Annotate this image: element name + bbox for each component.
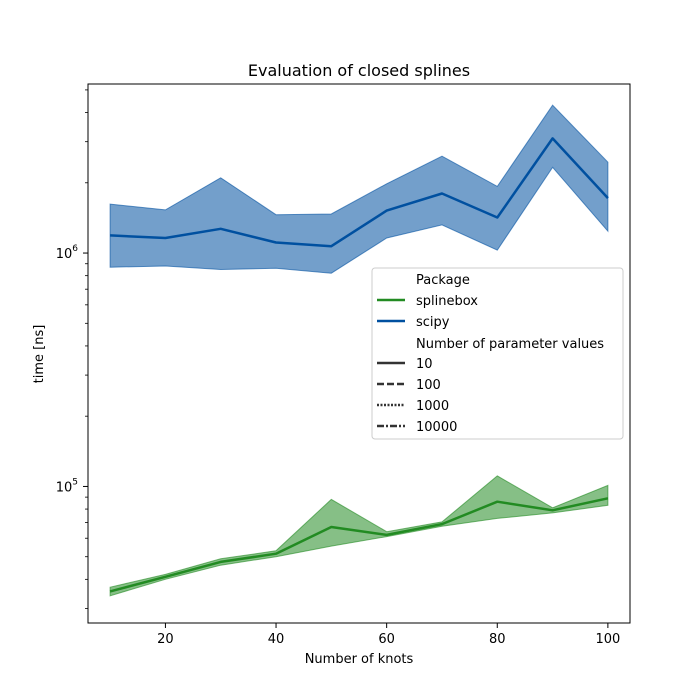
- legend-items: splinebox scipy 10 100 1000 10000: [377, 294, 478, 435]
- plot-frame: [87, 83, 631, 624]
- legend-label-splinebox: splinebox: [416, 294, 478, 309]
- x-axis-label: Number of knots: [305, 652, 414, 667]
- legend-label-scipy: scipy: [416, 315, 450, 330]
- legend: Package Number of parameter values splin…: [371, 267, 624, 440]
- legend-title-parameter-values: Number of parameter values: [416, 337, 604, 352]
- line-scipy: [110, 137, 609, 248]
- x-axis: 20 40 60 80 100: [157, 623, 620, 647]
- legend-label-10000: 10000: [416, 420, 457, 435]
- x-tick-label: 80: [489, 632, 506, 647]
- band-scipy: [109, 104, 609, 274]
- x-tick-label: 40: [268, 632, 285, 647]
- line-splinebox: [109, 497, 609, 593]
- chart-title: Evaluation of closed splines: [248, 61, 470, 80]
- legend-label-10: 10: [416, 357, 433, 372]
- x-tick-label: 20: [157, 632, 174, 647]
- y-axis: 105 106: [56, 89, 88, 609]
- band-splinebox: [109, 475, 609, 597]
- legend-label-1000: 1000: [416, 399, 449, 414]
- series-lines: [109, 137, 609, 593]
- y-tick-label: 106: [56, 244, 79, 262]
- y-axis-label: time [ns]: [32, 325, 47, 384]
- legend-box: [371, 267, 624, 440]
- legend-label-100: 100: [416, 378, 441, 393]
- legend-title-package: Package: [416, 273, 470, 288]
- x-tick-label: 100: [595, 632, 620, 647]
- x-tick-label: 60: [378, 632, 395, 647]
- y-tick-label: 105: [56, 477, 78, 495]
